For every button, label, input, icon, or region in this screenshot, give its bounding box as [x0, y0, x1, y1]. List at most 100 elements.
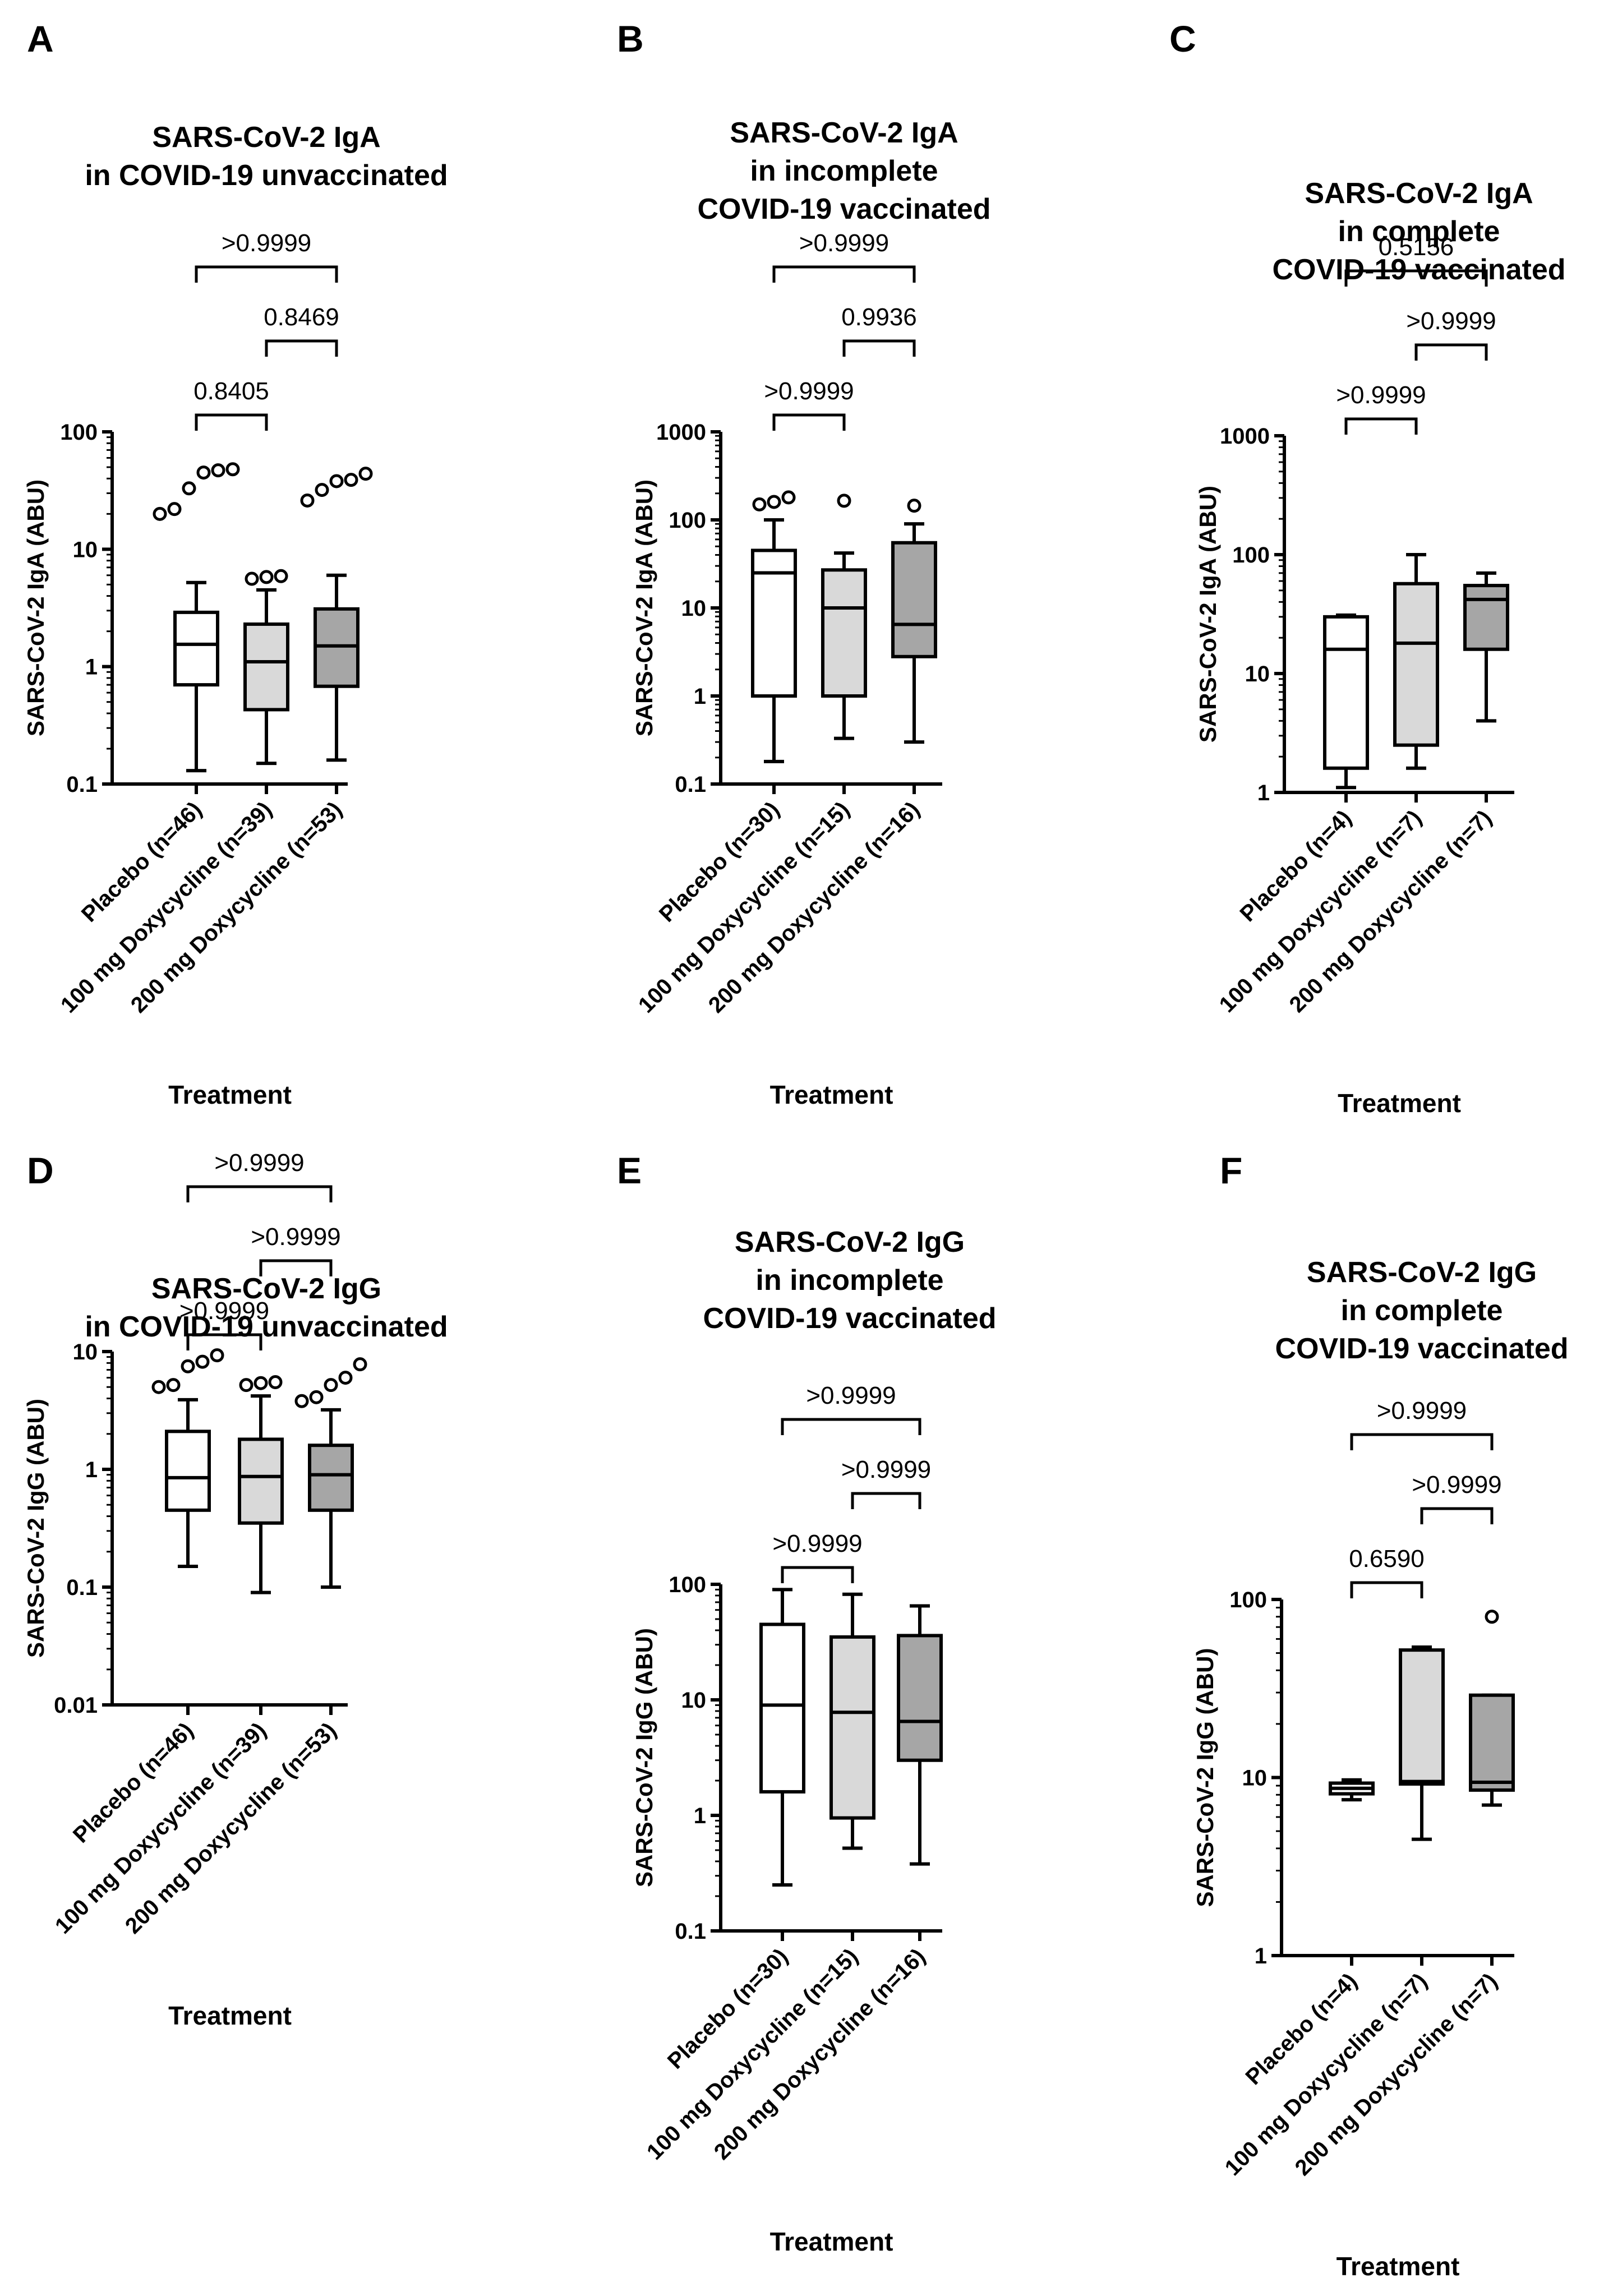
comparison-bracket — [851, 1492, 921, 1509]
comparison-bracket — [1420, 1507, 1494, 1524]
outlier-point — [338, 1371, 353, 1385]
outlier-point — [181, 1359, 195, 1373]
y-tick-label: 1 — [85, 655, 98, 680]
outlier-point — [254, 1376, 268, 1390]
outlier-point — [752, 497, 767, 511]
panel-b: B SARS-CoV-2 IgA in incomplete COVID-19 vac… — [617, 18, 991, 1109]
y-tick-label: 10 — [1242, 1766, 1268, 1791]
p-value-label: >0.9999 — [799, 229, 889, 257]
p-value-label: 0.9936 — [841, 303, 917, 331]
box — [821, 568, 867, 698]
comparison-bracket — [1414, 343, 1488, 361]
box — [897, 1634, 943, 1762]
outlier-point — [225, 462, 240, 477]
box — [308, 1444, 354, 1512]
y-tick-label: 10 — [1245, 662, 1270, 686]
comparison-bracket — [842, 339, 916, 357]
y-tick-label: 0.01 — [54, 1693, 98, 1718]
outlier-point — [294, 1394, 309, 1408]
y-axis-label: SARS-CoV-2 IgA (ABU) — [22, 480, 49, 736]
chart-title-line: in complete — [1341, 1294, 1503, 1327]
x-axis-label: Treatment — [1338, 1089, 1461, 1118]
outlier-point — [166, 1378, 181, 1393]
x-axis-label: Treatment — [168, 2001, 292, 2030]
p-value-label: >0.9999 — [214, 1149, 304, 1177]
box — [1323, 615, 1369, 770]
p-value-label: >0.9999 — [772, 1530, 862, 1557]
box — [1393, 582, 1439, 747]
y-tick-label: 1000 — [1220, 424, 1270, 449]
box — [165, 1430, 211, 1512]
y-axis-label: SARS-CoV-2 IgG (ABU) — [1192, 1648, 1218, 1907]
comparison-bracket — [195, 413, 268, 431]
box — [1469, 1693, 1515, 1792]
outlier-point — [167, 502, 182, 517]
panel-letter: B — [617, 18, 644, 59]
box — [1463, 584, 1509, 651]
comparison-bracket — [772, 265, 916, 283]
p-value-label: >0.9999 — [806, 1382, 896, 1409]
y-tick-label: 10 — [73, 537, 98, 562]
box — [243, 622, 289, 712]
y-tick-label: 0.1 — [66, 1575, 98, 1600]
comparison-bracket — [1350, 1581, 1423, 1598]
box — [891, 541, 937, 658]
chart-title-line: in COVID-19 unvaccinated — [85, 1311, 448, 1343]
outlier-point — [151, 1380, 166, 1394]
y-tick-label: 100 — [60, 420, 98, 445]
y-axis-label: SARS-CoV-2 IgG (ABU) — [22, 1399, 49, 1658]
p-value-label: >0.9999 — [179, 1297, 269, 1325]
y-tick-label: 0.1 — [66, 772, 98, 797]
box — [759, 1622, 805, 1794]
outlier-point — [274, 569, 288, 583]
outlier-point — [324, 1378, 338, 1393]
y-tick-label: 100 — [1232, 543, 1270, 568]
outlier-point — [210, 1348, 224, 1363]
comparison-bracket — [1344, 417, 1418, 435]
outlier-point — [211, 463, 225, 478]
outlier-point — [767, 495, 781, 509]
outlier-point — [315, 483, 329, 497]
chart-title-line: in incomplete — [755, 1264, 943, 1297]
box — [751, 548, 797, 698]
outlier-point — [153, 506, 167, 521]
outlier-point — [837, 494, 851, 508]
comparison-bracket — [1344, 269, 1488, 287]
p-value-label: >0.9999 — [222, 229, 311, 257]
y-axis-label: SARS-CoV-2 IgA (ABU) — [1195, 486, 1221, 743]
outlier-point — [1485, 1610, 1499, 1624]
y-tick-label: 1000 — [656, 420, 706, 445]
outlier-point — [781, 490, 796, 505]
x-tick-label: Placebo (n=46) — [77, 797, 207, 927]
comparison-bracket — [265, 339, 338, 357]
p-value-label: 0.6590 — [1349, 1545, 1425, 1573]
panel-f: F SARS-CoV-2 IgG in complete COVID-19 vacci… — [1192, 1150, 1569, 2281]
y-tick-label: 100 — [669, 1573, 706, 1597]
chart-title-line: SARS-CoV-2 IgG — [1307, 1256, 1537, 1289]
comparison-bracket — [186, 1185, 333, 1202]
comparison-bracket — [1350, 1433, 1494, 1450]
x-axis-label: Treatment — [1337, 2252, 1460, 2281]
y-tick-label: 10 — [73, 1340, 98, 1364]
chart-title-line: in complete — [1338, 215, 1500, 248]
panel-letter: A — [27, 18, 54, 59]
chart-title-line: COVID-19 vaccinated — [697, 193, 990, 225]
p-value-label: >0.9999 — [251, 1223, 340, 1251]
y-tick-label: 10 — [681, 1688, 707, 1713]
x-tick-label: Placebo (n=30) — [655, 797, 785, 927]
outlier-point — [268, 1375, 283, 1390]
p-value-label: >0.9999 — [1336, 381, 1426, 409]
y-tick-label: 1 — [85, 1458, 98, 1482]
p-value-label: >0.9999 — [1406, 307, 1496, 335]
p-value-label: >0.9999 — [1377, 1397, 1467, 1424]
y-tick-label: 0.1 — [675, 772, 706, 797]
y-tick-label: 100 — [1229, 1588, 1267, 1612]
y-tick-label: 1 — [1257, 781, 1270, 805]
panel-d: D SARS-CoV-2 IgG in COVID-19 unvaccinated 0… — [22, 1149, 448, 2030]
outlier-point — [358, 467, 373, 481]
chart-title-line: SARS-CoV-2 IgA — [1305, 177, 1533, 210]
outlier-point — [196, 465, 211, 480]
comparison-bracket — [186, 1333, 262, 1350]
panel-a: A SARS-CoV-2 IgA in COVID-19 unvaccinated 0… — [22, 18, 448, 1109]
y-tick-label: 0.1 — [675, 1919, 706, 1944]
